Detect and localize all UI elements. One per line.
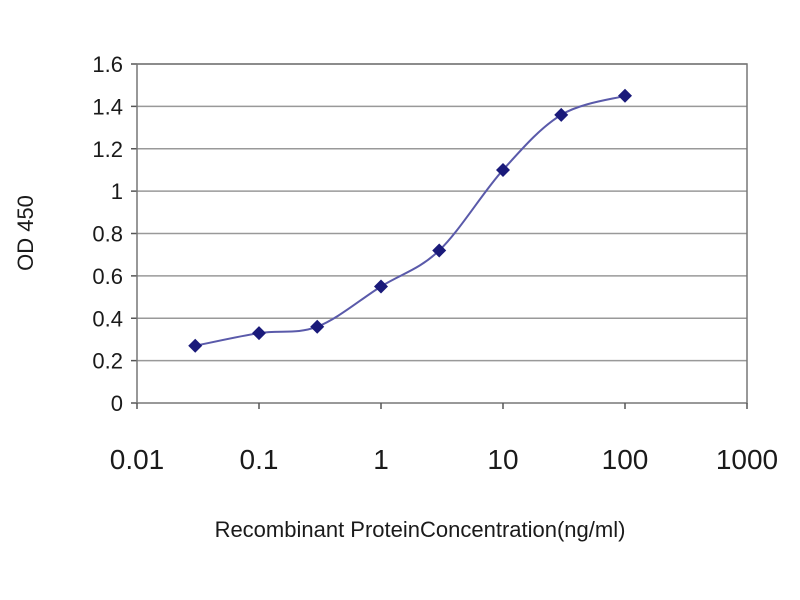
axes xyxy=(131,63,748,409)
y-axis-label: OD 450 xyxy=(13,195,38,271)
x-tick-label: 10 xyxy=(487,444,518,475)
data-point xyxy=(188,338,203,353)
x-tick-label: 100 xyxy=(602,444,649,475)
data-point xyxy=(310,319,325,334)
y-tick-label: 0.8 xyxy=(92,222,123,247)
gridlines xyxy=(137,63,747,403)
x-tick-label: 0.1 xyxy=(240,444,279,475)
data-point xyxy=(374,279,388,294)
data-point xyxy=(432,243,447,258)
series xyxy=(188,88,632,353)
y-tick-label: 1.2 xyxy=(92,137,123,162)
y-tick-label: 1.4 xyxy=(92,94,123,119)
plot-border xyxy=(136,63,748,404)
y-tick-label: 1 xyxy=(111,179,123,204)
x-tick-label: 1000 xyxy=(716,444,778,475)
x-tick-label: 1 xyxy=(373,444,389,475)
y-tick-label: 0 xyxy=(111,391,123,416)
y-tick-label: 1.6 xyxy=(92,52,123,77)
data-point xyxy=(496,162,510,177)
data-point xyxy=(618,88,632,103)
y-tick-label: 0.6 xyxy=(92,264,123,289)
series-line xyxy=(195,94,626,347)
data-point xyxy=(252,326,266,341)
y-tick-label: 0.2 xyxy=(92,349,123,374)
data-point xyxy=(554,107,569,122)
x-axis-label: Recombinant ProteinConcentration(ng/ml) xyxy=(215,517,626,542)
x-tick-labels: 0.01 0.1 1 10 100 1000 xyxy=(110,444,778,475)
x-tick-label: 0.01 xyxy=(110,444,165,475)
y-tick-labels: 0 0.2 0.4 0.6 0.8 1 1.2 1.4 1.6 xyxy=(92,52,123,416)
y-tick-label: 0.4 xyxy=(92,306,123,331)
